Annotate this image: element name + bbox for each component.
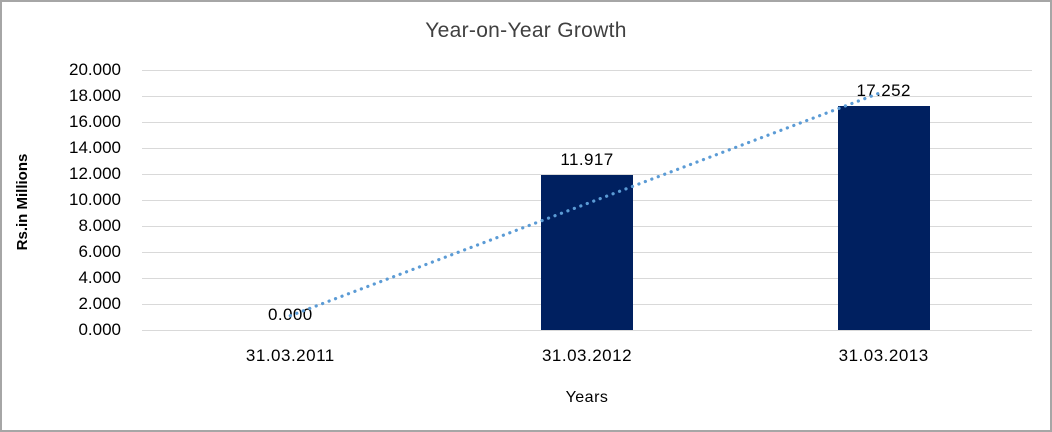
bar-data-label: 11.917: [560, 150, 614, 169]
y-tick-label: 20.000: [69, 60, 121, 79]
x-axis-title: Years: [565, 389, 609, 406]
x-tick-label: 31.03.2011: [245, 346, 335, 365]
y-tick-label: 16.000: [69, 112, 121, 131]
y-tick-label: 0.000: [78, 320, 121, 339]
bar-data-label: 17.252: [856, 81, 911, 100]
y-tick-label: 14.000: [69, 138, 121, 157]
y-tick-label: 10.000: [69, 190, 121, 209]
gridline: [142, 70, 1032, 71]
bar-31.03.2013: [837, 106, 930, 330]
bar-31.03.2012: [541, 175, 633, 330]
y-tick-label: 4.000: [78, 268, 121, 287]
x-tick-label: 31.03.2012: [541, 346, 633, 365]
bar-data-label: 0.000: [268, 305, 313, 324]
y-tick-label: 18.000: [69, 86, 121, 105]
y-tick-label: 12.000: [69, 164, 121, 183]
y-tick-label: 6.000: [78, 242, 121, 261]
y-tick-label: 8.000: [78, 216, 121, 235]
plot-area: 0.000 11.917 17.252: [142, 70, 1032, 331]
chart-title: Year-on-Year Growth: [425, 19, 627, 42]
x-tick-label: 31.03.2013: [838, 346, 929, 365]
y-tick-label: 2.000: [78, 294, 121, 313]
